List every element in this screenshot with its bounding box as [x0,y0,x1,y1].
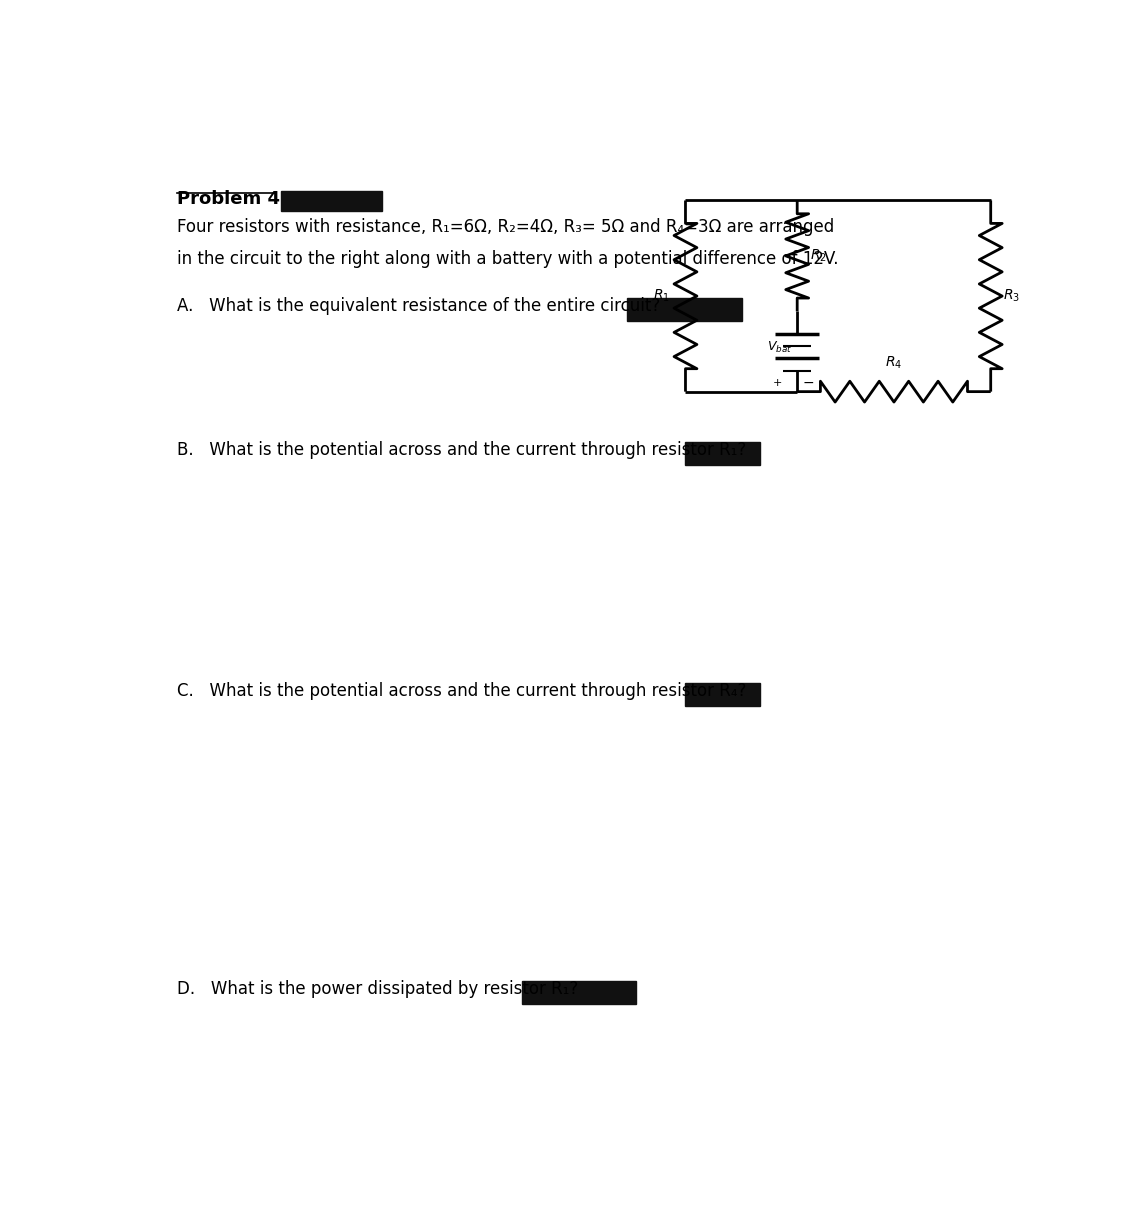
Bar [522,981,637,1004]
Text: −: − [802,376,815,390]
Text: C.   What is the potential across and the current through resistor R₄?: C. What is the potential across and the … [177,682,747,701]
Text: Four resistors with resistance, R₁=6Ω, R₂=4Ω, R₃= 5Ω and R₄=3Ω are arranged: Four resistors with resistance, R₁=6Ω, R… [177,219,834,236]
Bar [686,441,760,465]
Bar [628,297,742,321]
Bar [686,683,760,705]
Text: $R_1$: $R_1$ [653,288,670,305]
Bar [280,190,382,211]
Text: $R_3$: $R_3$ [1003,288,1020,305]
Text: +: + [773,377,782,388]
Text: $V_{bat}$: $V_{bat}$ [767,340,792,355]
Text: D.   What is the power dissipated by resistor R₁?: D. What is the power dissipated by resis… [177,981,579,998]
Text: B.   What is the potential across and the current through resistor R₁?: B. What is the potential across and the … [177,441,747,458]
Text: A.   What is the equivalent resistance of the entire circuit?: A. What is the equivalent resistance of … [177,297,661,315]
Text: $R_2$: $R_2$ [809,248,826,264]
Text: $R_4$: $R_4$ [885,354,902,371]
Text: in the circuit to the right along with a battery with a potential difference of : in the circuit to the right along with a… [177,249,839,268]
Text: Problem 4: Problem 4 [177,190,280,208]
